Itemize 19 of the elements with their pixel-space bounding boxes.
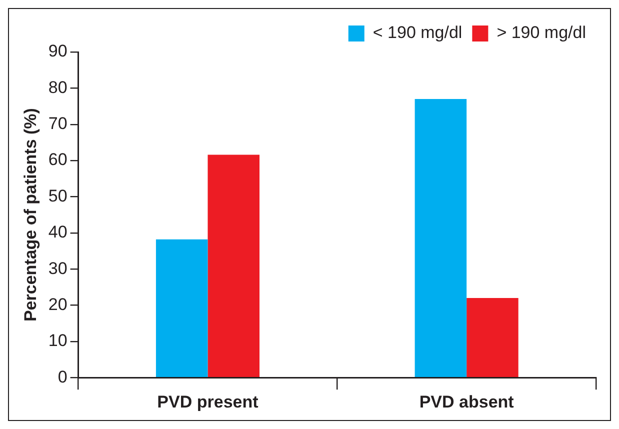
y-tick-label: 70 bbox=[48, 114, 68, 134]
x-tick-label: PVD absent bbox=[419, 392, 514, 412]
legend-label: < 190 mg/dl bbox=[372, 23, 462, 42]
x-tick-label: PVD present bbox=[157, 392, 259, 412]
bar bbox=[156, 239, 208, 377]
bar bbox=[466, 298, 518, 377]
y-tick-label: 50 bbox=[48, 186, 68, 206]
y-tick-label: 90 bbox=[48, 42, 68, 61]
y-tick-label: 60 bbox=[48, 150, 68, 170]
y-tick-label: 40 bbox=[48, 222, 68, 242]
bar bbox=[414, 99, 467, 377]
legend-label: > 190 mg/dl bbox=[496, 23, 586, 42]
y-tick-label: 0 bbox=[58, 367, 68, 386]
y-tick-label: 10 bbox=[48, 331, 68, 350]
y-tick-label: 80 bbox=[48, 78, 68, 97]
y-tick-label: 20 bbox=[48, 294, 68, 314]
y-tick-label: 30 bbox=[48, 258, 68, 278]
bar bbox=[208, 154, 260, 377]
y-axis-title: Percentage of patients (%) bbox=[20, 108, 40, 322]
